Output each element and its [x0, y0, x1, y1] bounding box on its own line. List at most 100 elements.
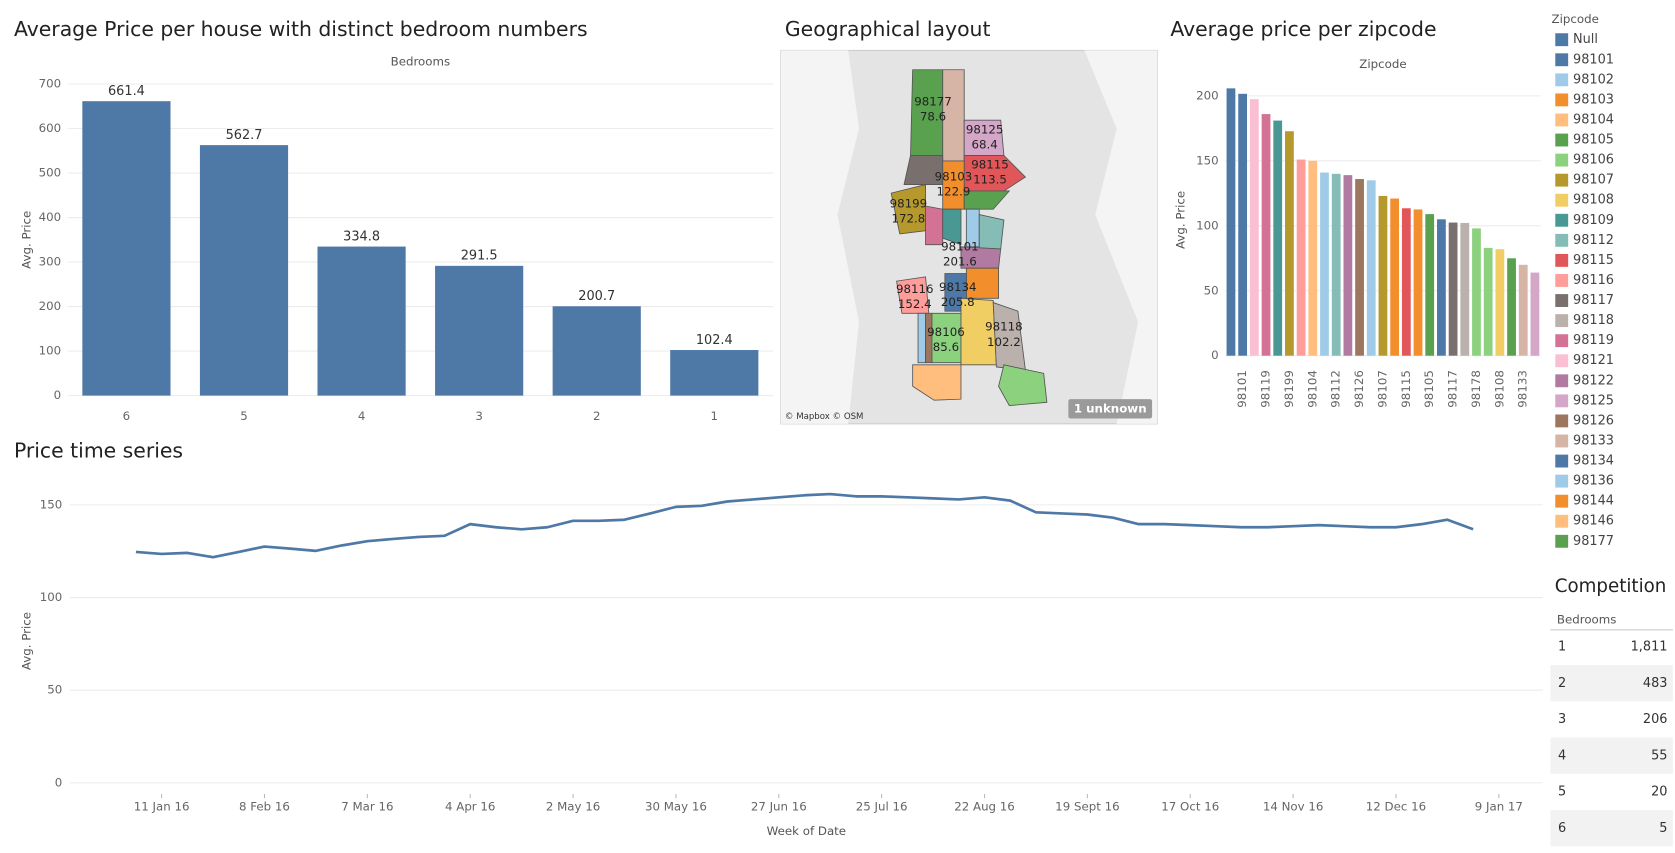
bar — [670, 350, 759, 396]
y-tick-label: 150 — [1196, 153, 1219, 167]
legend-label: 98115 — [1573, 253, 1614, 268]
legend-label: 98101 — [1573, 52, 1614, 67]
legend-swatch — [1554, 493, 1570, 509]
region-value: 152.4 — [898, 297, 932, 311]
y-tick-label: 0 — [55, 775, 63, 789]
x-tick-label: 27 Jun 16 — [751, 799, 807, 813]
y-tick-label: 100 — [1196, 218, 1219, 232]
region-zipcode: 98103 — [935, 170, 973, 184]
bar — [1273, 120, 1283, 356]
unknown-badge[interactable] — [1068, 399, 1153, 419]
legend-label: 98133 — [1573, 433, 1614, 448]
bar — [1401, 208, 1411, 356]
x-tick-label: 98126 — [1352, 370, 1366, 408]
legend-label: 98121 — [1573, 353, 1614, 368]
x-tick-label: 98112 — [1329, 370, 1343, 408]
region — [978, 214, 1005, 250]
legend-swatch — [1554, 453, 1570, 469]
bar — [1437, 219, 1446, 356]
legend-label: 98105 — [1573, 133, 1614, 148]
legend-title: Zipcode — [1552, 12, 1599, 26]
table-cell: 483 — [1643, 676, 1668, 691]
bar — [1308, 160, 1318, 356]
legend-swatch — [1554, 272, 1570, 288]
x-tick-label: 1 — [711, 409, 719, 423]
legend-swatch — [1554, 152, 1570, 168]
y-tick-label: 600 — [39, 121, 62, 135]
table-cell: 55 — [1651, 748, 1667, 763]
x-tick-label: 17 Oct 16 — [1161, 799, 1219, 813]
legend-swatch — [1554, 353, 1570, 369]
table-cell: 4 — [1558, 748, 1566, 763]
y-tick-label: 0 — [1211, 348, 1219, 362]
legend-swatch — [1554, 132, 1570, 148]
region-zipcode: 98115 — [971, 158, 1009, 172]
legend-swatch — [1554, 333, 1570, 349]
x-tick-label: 98133 — [1516, 370, 1530, 408]
bar — [1483, 247, 1493, 356]
legend-label: 98134 — [1573, 454, 1614, 469]
bar — [1378, 195, 1388, 356]
y-tick-label: 200 — [1196, 88, 1219, 102]
chart-title: Price time series — [14, 439, 183, 463]
x-tick-label: 9 Jan 17 — [1475, 799, 1523, 813]
y-tick-label: 400 — [39, 210, 62, 224]
value-label: 562.7 — [226, 128, 263, 143]
bar — [1238, 93, 1248, 356]
legend-swatch — [1554, 252, 1570, 268]
region-zipcode: 98199 — [890, 196, 928, 210]
bar — [1285, 131, 1294, 356]
legend-label: 98119 — [1573, 333, 1614, 348]
y-tick-label: 300 — [39, 255, 62, 269]
x-tick-label: 98115 — [1399, 370, 1413, 408]
region-value: 85.6 — [933, 340, 959, 354]
region-value: 172.8 — [891, 211, 925, 225]
value-label: 102.4 — [696, 333, 733, 348]
value-label: 200.7 — [578, 289, 615, 304]
table-cell: 206 — [1643, 712, 1668, 727]
legend-label: Null — [1573, 32, 1598, 47]
bar — [1320, 172, 1329, 356]
value-label: 661.4 — [108, 84, 145, 99]
legend-swatch — [1554, 72, 1570, 88]
legend-label: 98146 — [1573, 514, 1614, 529]
x-tick-label: 11 Jan 16 — [134, 799, 190, 813]
x-tick-label: 2 May 16 — [546, 799, 600, 813]
y-axis-title: Avg. Price — [19, 612, 33, 670]
table-header: Bedrooms — [1557, 613, 1617, 627]
legend-label: 98112 — [1573, 233, 1614, 248]
legend-swatch — [1554, 313, 1570, 329]
unknown-label: 1 unknown — [1074, 401, 1147, 415]
row-band — [1550, 737, 1673, 774]
x-tick-label: 98178 — [1469, 370, 1483, 408]
legend-items: Null 98101 98102 98103 98104 98105 98106 98107 9… — [1554, 32, 1614, 549]
table-cell: 20 — [1651, 785, 1667, 800]
x-tick-label: 3 — [475, 409, 483, 423]
table-cell: 3 — [1558, 712, 1566, 727]
header: Bedrooms — [391, 55, 451, 69]
x-tick-label: 98104 — [1305, 370, 1319, 408]
legend-label: 98117 — [1573, 293, 1614, 308]
y-tick-label: 700 — [39, 77, 62, 91]
region — [917, 312, 926, 364]
legend-label: 98118 — [1573, 313, 1614, 328]
region — [942, 208, 962, 246]
bar — [1448, 222, 1458, 356]
row-band — [1550, 665, 1673, 702]
water — [780, 50, 859, 424]
legend-swatch — [1554, 172, 1570, 188]
y-tick-label: 500 — [39, 166, 62, 180]
table-cell: 5 — [1558, 785, 1566, 800]
bar — [1249, 99, 1259, 356]
x-tick-label: 98119 — [1259, 370, 1273, 408]
x-tick-label: 98108 — [1492, 370, 1506, 408]
legend-label: 98125 — [1573, 393, 1614, 408]
x-tick-label: 14 Nov 16 — [1263, 799, 1324, 813]
region-zipcode: 98177 — [914, 94, 952, 108]
y-tick-label: 0 — [54, 388, 62, 402]
x-tick-label: 12 Dec 16 — [1366, 799, 1426, 813]
bar — [317, 246, 406, 396]
bar — [1425, 214, 1435, 356]
attribution: © Mapbox © OSM — [785, 412, 864, 422]
